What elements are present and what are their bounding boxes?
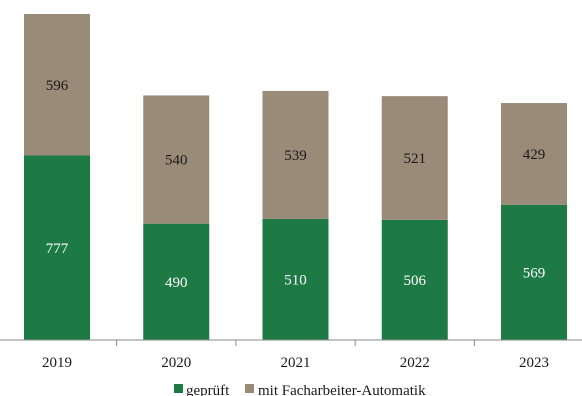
bar-2019-series-1 — [24, 155, 90, 340]
x-tick-label-2020: 2020 — [161, 355, 191, 371]
bar-group — [24, 14, 567, 340]
x-axis-tick-labels: 2019 2020 2021 2022 2023 — [42, 355, 549, 371]
legend-label-facharbeiter-automatik: mit Facharbeiter-Automatik — [258, 383, 426, 396]
bar-value-label-2023-series-2: 429 — [523, 147, 546, 163]
bar-value-label-2021-series-1: 510 — [284, 272, 307, 288]
bar-value-label-2022-series-2: 521 — [404, 151, 427, 167]
legend-label-geprueft: geprüft — [186, 383, 230, 396]
x-tick-label-2021: 2021 — [281, 355, 311, 371]
x-tick-label-2019: 2019 — [42, 355, 72, 371]
x-tick-label-2022: 2022 — [400, 355, 430, 371]
bar-value-label-2020-series-1: 490 — [165, 275, 188, 291]
bar-2020-series-1 — [143, 223, 210, 340]
x-tick-label-2023: 2023 — [519, 355, 549, 371]
bar-value-label-2020-series-2: 540 — [165, 153, 188, 169]
bar-2019-series-2 — [24, 14, 90, 156]
bar-value-label-2022-series-1: 506 — [404, 273, 427, 289]
bar-value-label-2021-series-2: 539 — [284, 148, 307, 164]
legend-swatch-geprueft — [174, 384, 183, 393]
bar-2023-series-2 — [501, 103, 567, 205]
bar-value-label-2019-series-1: 777 — [46, 241, 69, 257]
bar-value-label-2023-series-1: 569 — [523, 265, 546, 281]
legend: geprüft mit Facharbeiter-Automatik — [174, 383, 426, 396]
x-axis-ticks — [116, 340, 475, 346]
bar-2020-series-2 — [143, 95, 210, 224]
bar-2021-series-2 — [262, 90, 329, 219]
bar-2021-series-1 — [262, 218, 329, 340]
bar-value-label-2019-series-2: 596 — [46, 78, 69, 94]
legend-swatch-facharbeiter-automatik — [245, 384, 254, 393]
bar-2022-series-2 — [381, 96, 448, 220]
bar-2022-series-1 — [381, 219, 448, 340]
bar-2023-series-1 — [501, 204, 567, 340]
bar-label-group: 777 596 490 540 510 539 506 521 569 429 — [46, 78, 546, 291]
